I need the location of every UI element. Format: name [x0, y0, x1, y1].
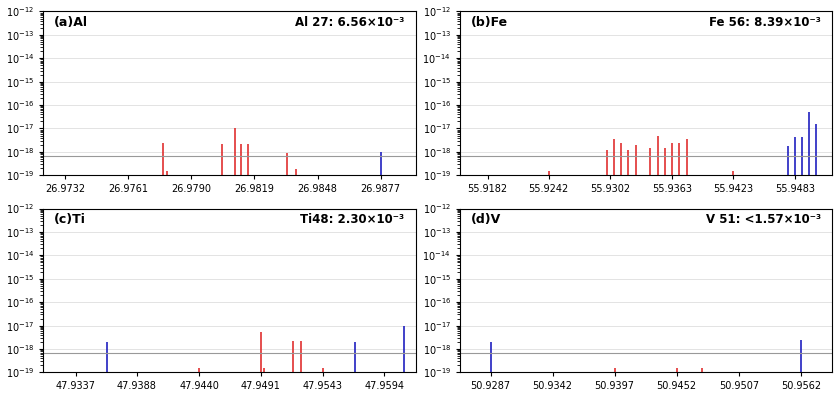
Text: Ti48: 2.30×10⁻³: Ti48: 2.30×10⁻³ — [300, 214, 405, 226]
Text: (d)V: (d)V — [471, 214, 501, 226]
Text: (a)Al: (a)Al — [54, 16, 88, 29]
Text: (b)Fe: (b)Fe — [471, 16, 509, 29]
Text: (c)Ti: (c)Ti — [54, 214, 86, 226]
Text: Al 27: 6.56×10⁻³: Al 27: 6.56×10⁻³ — [295, 16, 405, 29]
Text: V 51: <1.57×10⁻³: V 51: <1.57×10⁻³ — [706, 214, 821, 226]
Text: Fe 56: 8.39×10⁻³: Fe 56: 8.39×10⁻³ — [710, 16, 821, 29]
